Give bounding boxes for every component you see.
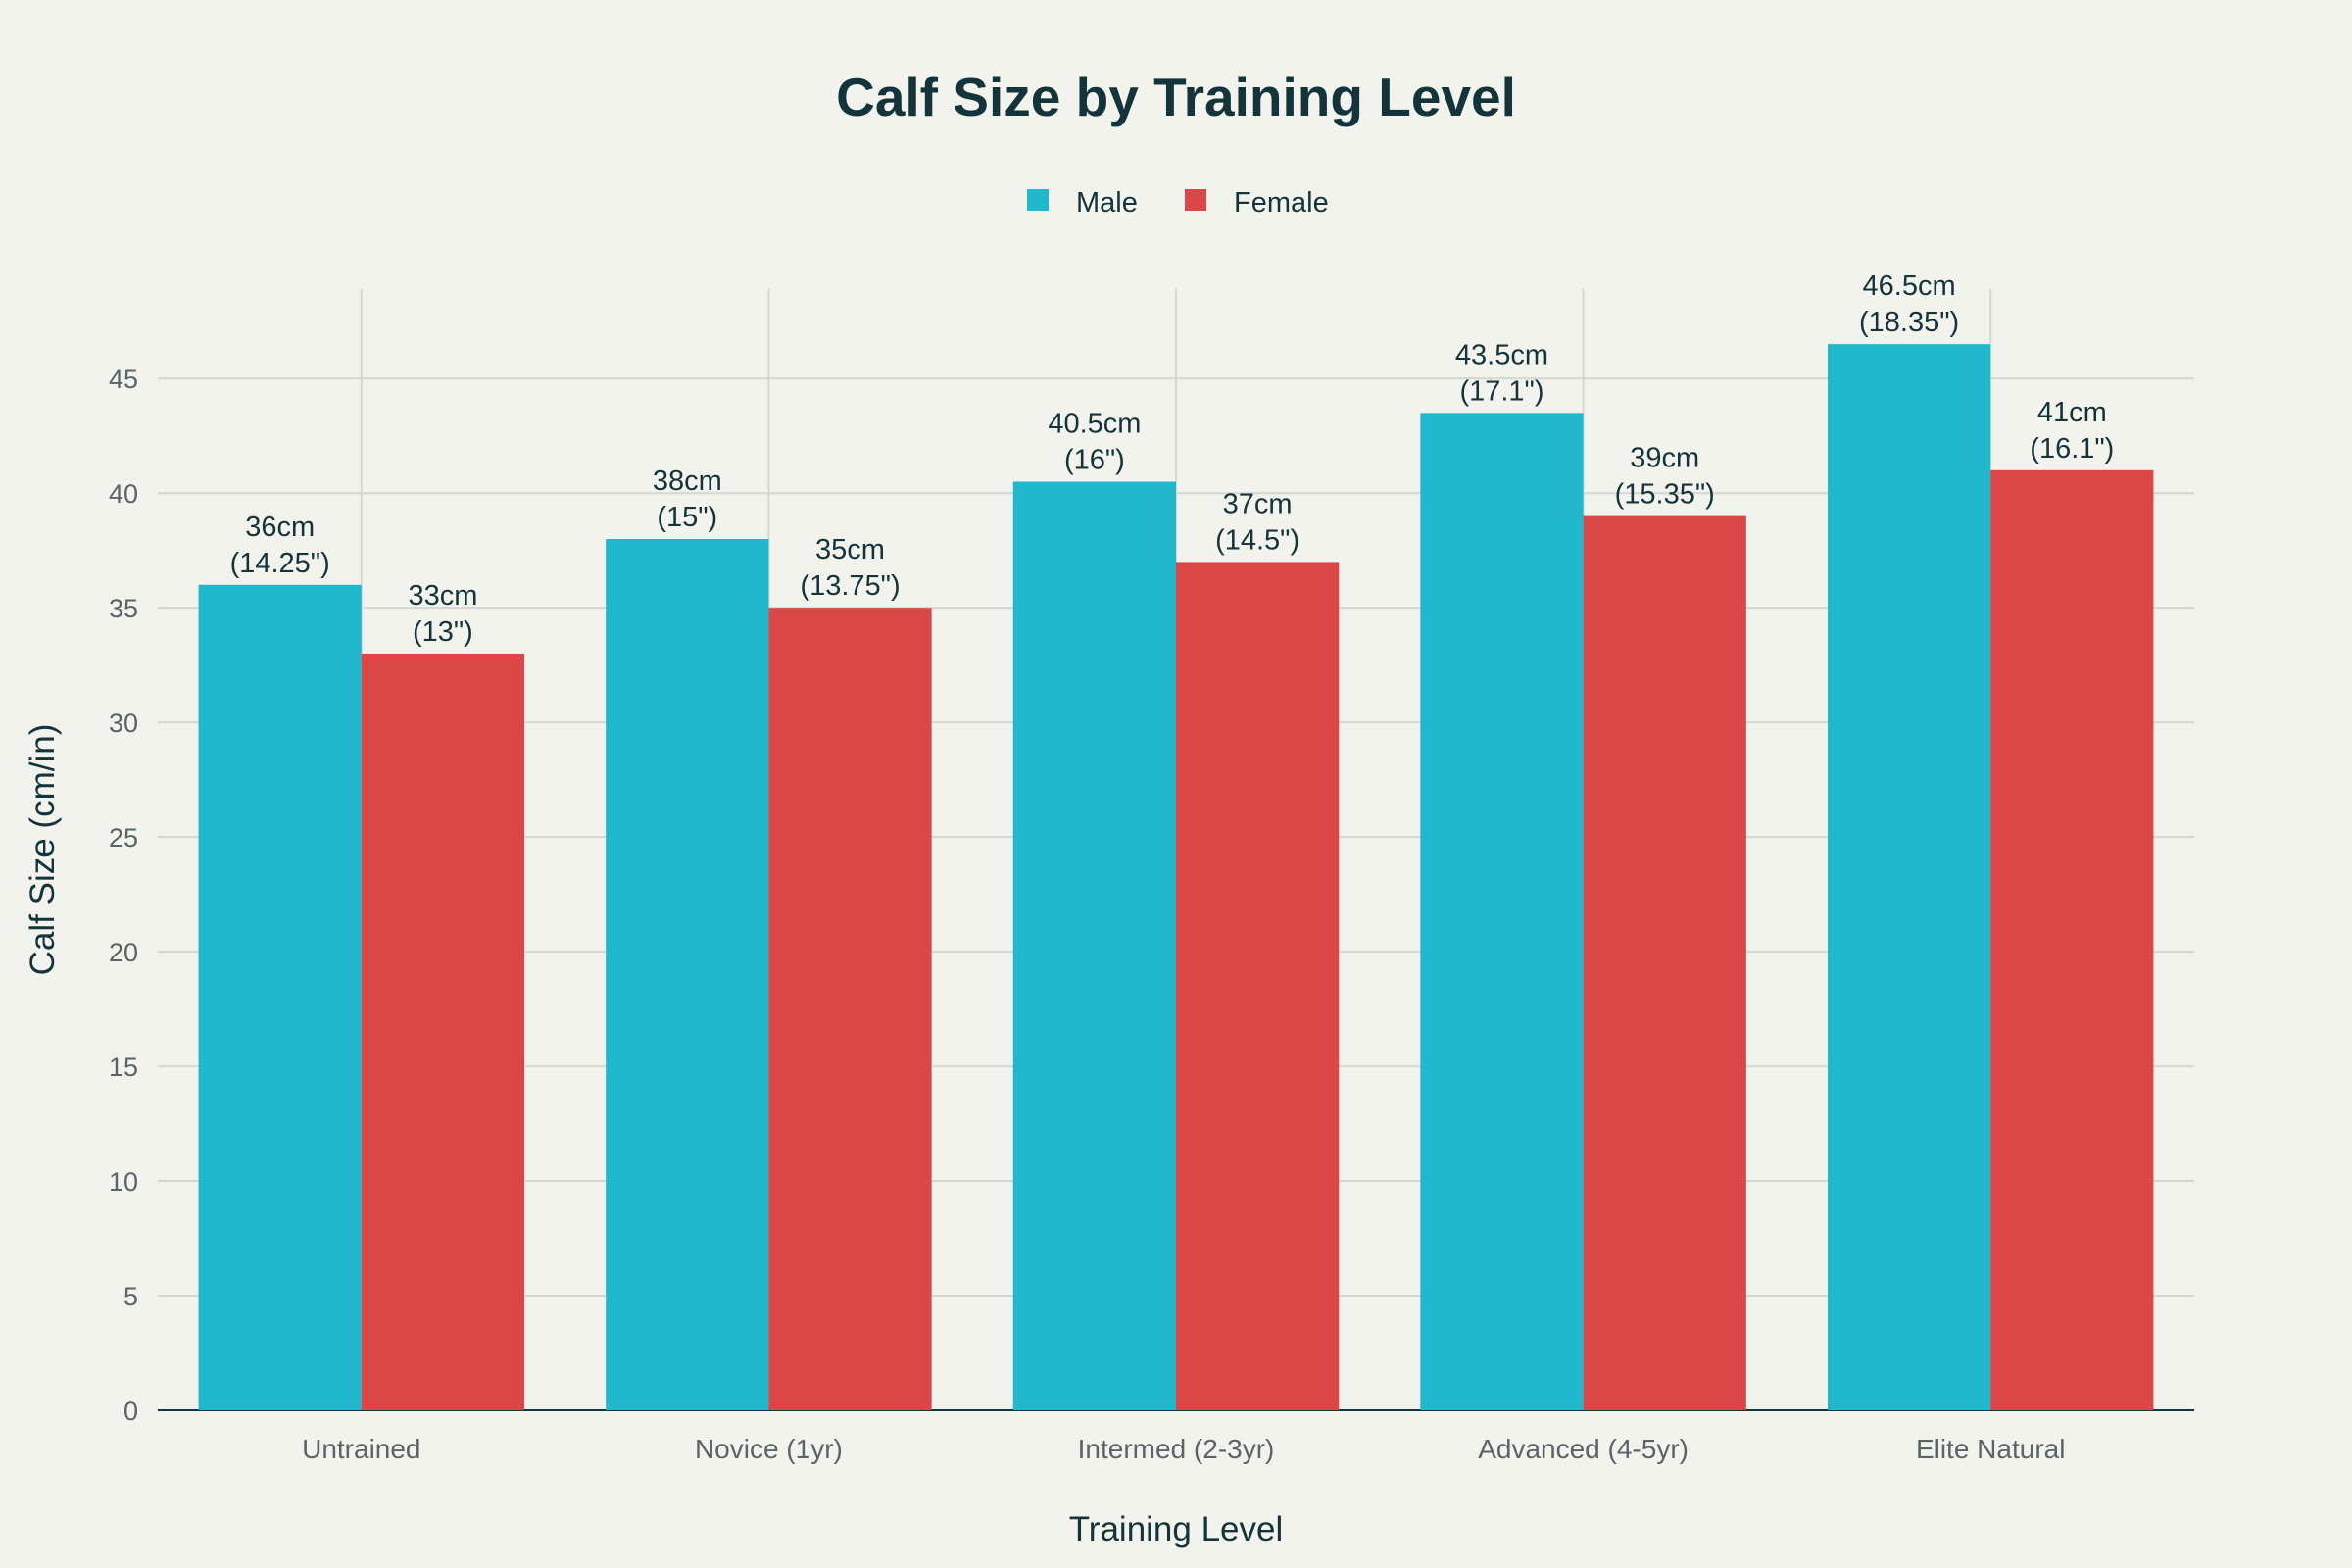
bar-male <box>1420 413 1584 1410</box>
bar-female <box>1176 562 1340 1410</box>
data-label: (17.1") <box>1459 375 1544 407</box>
legend: Male Female <box>1027 187 1329 219</box>
x-tick-label: Untrained <box>302 1434 420 1464</box>
data-label: 33cm <box>408 580 477 612</box>
bar-female <box>768 608 932 1410</box>
data-label: (14.5") <box>1215 524 1299 556</box>
y-tick-label: 35 <box>109 594 138 623</box>
y-tick-label: 10 <box>109 1167 138 1197</box>
x-tick-label: Novice (1yr) <box>695 1434 843 1464</box>
data-label: 38cm <box>653 466 722 497</box>
data-label: (13.75") <box>800 570 900 602</box>
x-axis-ticks: Untrained Novice (1yr) Intermed (2-3yr) Adv… <box>302 1434 2065 1464</box>
y-tick-label: 5 <box>123 1282 138 1311</box>
data-label: 43.5cm <box>1455 339 1548 370</box>
data-label: (18.35") <box>1859 307 1959 338</box>
y-tick-label: 0 <box>123 1396 138 1426</box>
bar-female <box>361 653 525 1410</box>
bars <box>198 344 2154 1411</box>
y-axis-ticks: 0 5 10 15 20 25 30 35 40 45 <box>109 365 138 1426</box>
legend-swatch-female <box>1185 189 1206 211</box>
data-label: (16.1") <box>2030 433 2114 465</box>
data-labels: 36cm (14.25") 38cm (15") 40.5cm (16") 43.5cm (1… <box>230 270 2115 648</box>
data-label: (13") <box>413 616 473 648</box>
data-label: (15") <box>657 502 717 533</box>
data-label: 41cm <box>2037 397 2107 428</box>
data-label: (14.25") <box>230 548 330 579</box>
bar-male <box>1012 481 1176 1410</box>
data-label: 35cm <box>815 534 885 565</box>
y-tick-label: 30 <box>109 709 138 738</box>
data-label: (15.35") <box>1615 479 1715 511</box>
legend-label: Female <box>1234 187 1329 219</box>
y-tick-label: 20 <box>109 938 138 967</box>
bar-female <box>1583 515 1746 1410</box>
x-axis-title: Training Level <box>1069 1510 1284 1548</box>
chart-title: Calf Size by Training Level <box>836 67 1516 127</box>
data-label: 46.5cm <box>1863 270 1956 302</box>
bar-male <box>1827 344 1991 1411</box>
data-label: (16") <box>1064 445 1125 476</box>
y-tick-label: 40 <box>109 479 138 509</box>
x-tick-label: Advanced (4-5yr) <box>1478 1434 1689 1464</box>
data-label: 39cm <box>1630 443 1699 474</box>
data-label: 40.5cm <box>1048 409 1141 440</box>
y-tick-label: 15 <box>109 1053 138 1082</box>
legend-label: Male <box>1076 187 1138 219</box>
data-label: 37cm <box>1223 488 1293 519</box>
bar-female <box>1990 469 2154 1410</box>
legend-swatch-male <box>1027 189 1049 211</box>
y-axis-title: Calf Size (cm/in) <box>24 724 62 976</box>
bar-male <box>606 539 769 1410</box>
x-tick-label: Elite Natural <box>1916 1434 2066 1464</box>
y-tick-label: 25 <box>109 823 138 853</box>
y-tick-label: 45 <box>109 365 138 394</box>
data-label: 36cm <box>245 512 315 543</box>
bar-male <box>198 584 362 1410</box>
x-tick-label: Intermed (2-3yr) <box>1078 1434 1275 1464</box>
